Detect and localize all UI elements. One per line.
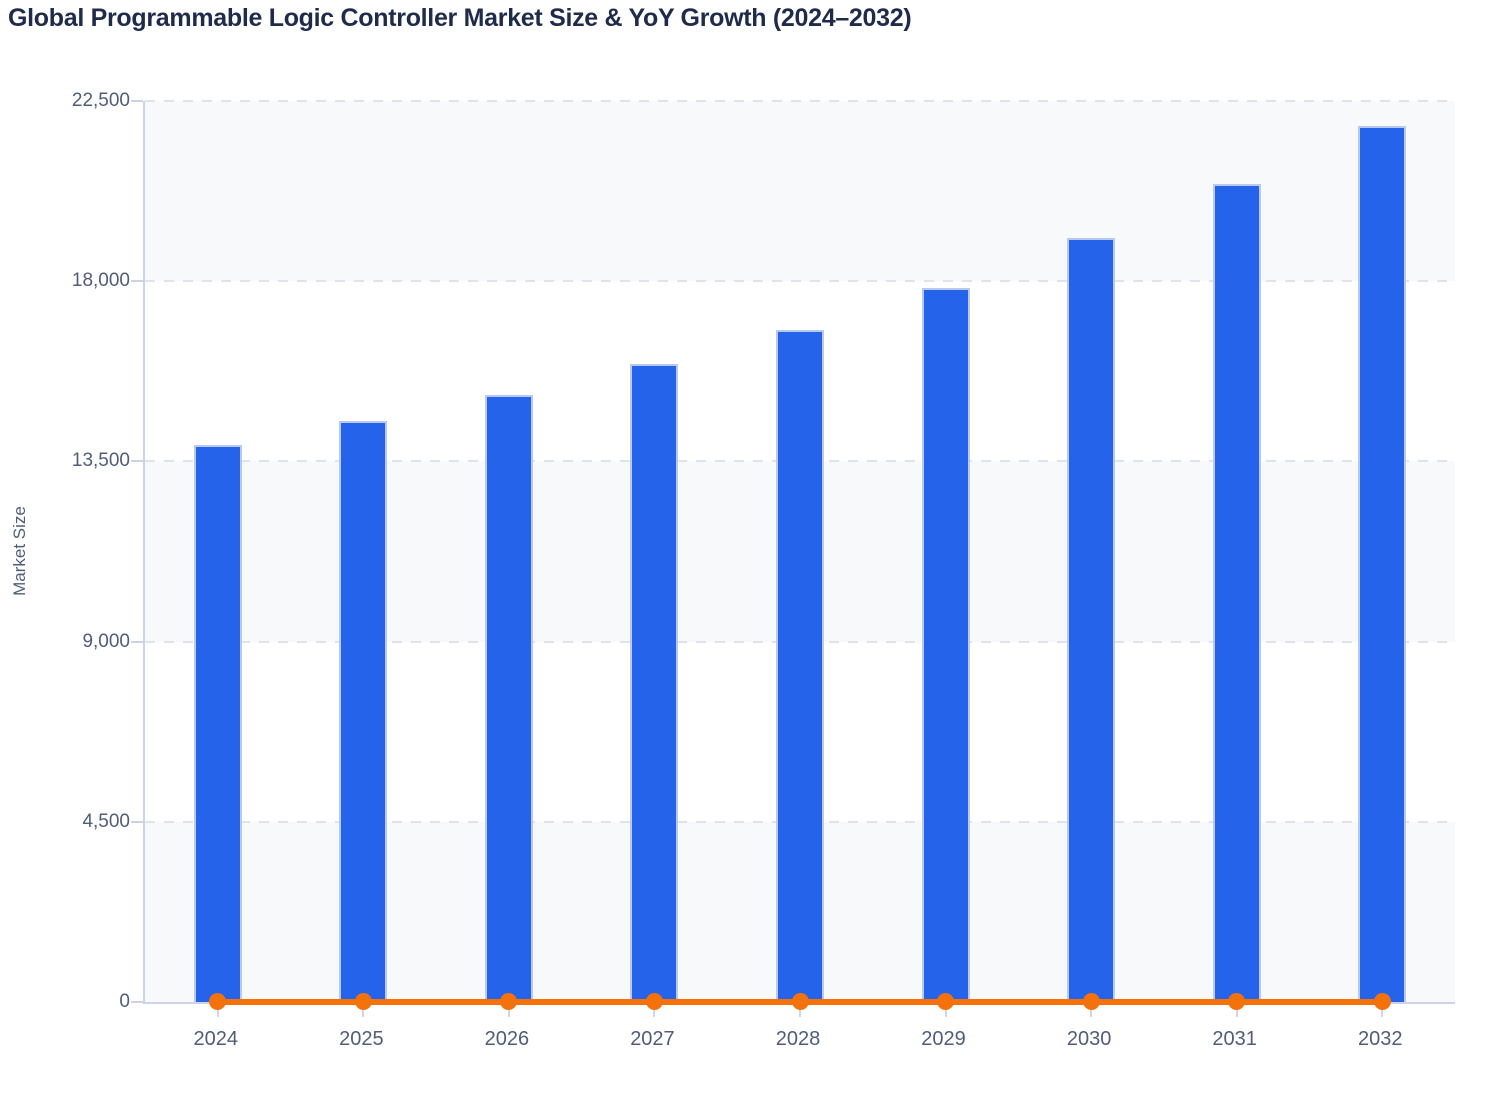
- bar-2031: [1212, 184, 1261, 1002]
- yoy-growth-point-2030: [1082, 993, 1100, 1010]
- yoy-growth-point-2032: [1373, 993, 1391, 1010]
- bar-2028: [776, 329, 824, 1002]
- x-tick-label: 2031: [1212, 1028, 1257, 1050]
- x-tick-label: 2025: [339, 1028, 384, 1050]
- x-tick-mark: [1381, 1004, 1384, 1017]
- bar-2025: [339, 421, 388, 1002]
- y-tick-label: 0: [119, 991, 130, 1012]
- plot-area: [143, 100, 1455, 1017]
- y-tick-label: 9,000: [82, 630, 130, 652]
- yoy-growth-point-2028: [791, 993, 809, 1010]
- y-tick-label: 18,000: [71, 270, 130, 292]
- yoy-growth-point-2029: [937, 993, 955, 1010]
- x-tick-mark: [799, 1004, 801, 1017]
- x-tick-mark: [944, 1004, 947, 1017]
- bar-2032: [1358, 126, 1407, 1002]
- gridline: [145, 100, 1455, 102]
- x-tick-label: 2028: [775, 1028, 821, 1050]
- yoy-growth-point-2027: [645, 993, 663, 1010]
- x-tick-label: 2024: [193, 1028, 239, 1050]
- x-tick-label: 2030: [1066, 1028, 1112, 1050]
- y-tick-mark: [131, 820, 143, 823]
- x-tick-mark: [507, 1004, 510, 1017]
- y-tick-label: 13,500: [71, 450, 130, 472]
- yoy-growth-point-2026: [500, 993, 518, 1010]
- y-axis-ticks: [131, 100, 143, 1003]
- x-tick-mark: [216, 1004, 219, 1017]
- bar-2027: [630, 364, 679, 1002]
- y-tick-label: 4,500: [82, 810, 130, 832]
- bar-2029: [921, 288, 970, 1002]
- y-tick-mark: [131, 280, 143, 283]
- y-tick-mark: [131, 100, 143, 102]
- y-tick-mark: [131, 640, 143, 643]
- gridline: [145, 280, 1455, 283]
- y-tick-mark: [131, 460, 143, 463]
- x-axis-labels: 2024 2025 2026 2027 2028 2029 2030 2031 2032: [143, 1028, 1453, 1058]
- x-tick-mark: [1090, 1004, 1093, 1017]
- yoy-growth-point-2024: [209, 993, 227, 1010]
- yoy-growth-point-2025: [354, 993, 372, 1010]
- bar-2024: [193, 445, 242, 1002]
- x-tick-label: 2032: [1357, 1028, 1403, 1050]
- x-tick-mark: [1235, 1004, 1238, 1017]
- x-tick-mark: [362, 1004, 365, 1017]
- x-tick-label: 2029: [921, 1028, 966, 1050]
- y-tick-mark: [131, 1001, 143, 1003]
- x-tick-mark: [653, 1004, 656, 1017]
- x-tick-label: 2026: [484, 1028, 530, 1050]
- yoy-growth-point-2031: [1228, 993, 1246, 1010]
- bar-2030: [1067, 238, 1116, 1002]
- y-axis-labels: 0 4,500 9,000 13,500 18,000 22,500: [0, 90, 130, 1012]
- bar-2026: [484, 395, 533, 1002]
- x-tick-label: 2027: [630, 1028, 675, 1050]
- y-tick-label: 22,500: [71, 90, 130, 111]
- chart-title: Global Programmable Logic Controller Mar…: [8, 4, 912, 32]
